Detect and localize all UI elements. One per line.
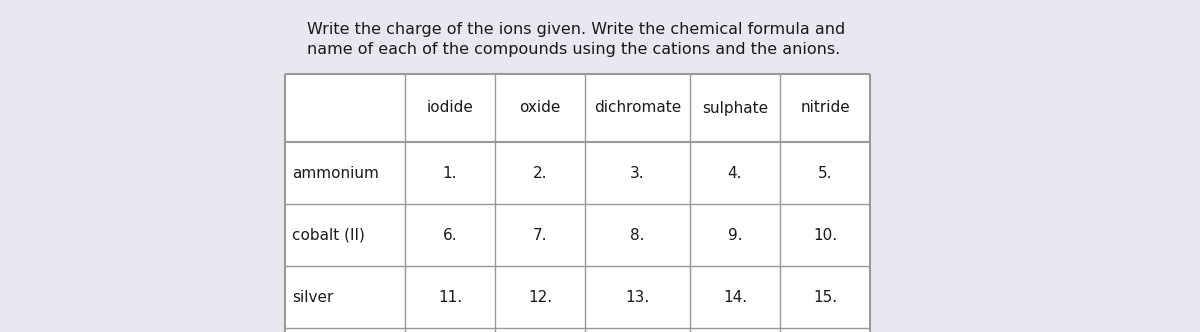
Text: ammonium: ammonium xyxy=(292,165,379,181)
Text: Write the charge of the ions given. Write the chemical formula and: Write the charge of the ions given. Writ… xyxy=(307,22,845,37)
Text: dichromate: dichromate xyxy=(594,101,682,116)
Text: silver: silver xyxy=(292,290,334,304)
Text: 4.: 4. xyxy=(727,165,743,181)
Text: 14.: 14. xyxy=(722,290,748,304)
Text: 11.: 11. xyxy=(438,290,462,304)
Text: 2.: 2. xyxy=(533,165,547,181)
Text: sulphate: sulphate xyxy=(702,101,768,116)
Text: 6.: 6. xyxy=(443,227,457,242)
Text: nitride: nitride xyxy=(800,101,850,116)
Text: 8.: 8. xyxy=(630,227,644,242)
Text: 3.: 3. xyxy=(630,165,644,181)
Text: 10.: 10. xyxy=(812,227,838,242)
Text: 5.: 5. xyxy=(817,165,833,181)
Text: name of each of the compounds using the cations and the anions.: name of each of the compounds using the … xyxy=(307,42,840,57)
Text: iodide: iodide xyxy=(426,101,474,116)
Text: cobalt (II): cobalt (II) xyxy=(292,227,365,242)
Text: 7.: 7. xyxy=(533,227,547,242)
Text: 15.: 15. xyxy=(812,290,838,304)
Text: 1.: 1. xyxy=(443,165,457,181)
Text: 9.: 9. xyxy=(727,227,743,242)
Text: 12.: 12. xyxy=(528,290,552,304)
Text: oxide: oxide xyxy=(520,101,560,116)
Text: 13.: 13. xyxy=(625,290,649,304)
Bar xyxy=(286,74,870,332)
